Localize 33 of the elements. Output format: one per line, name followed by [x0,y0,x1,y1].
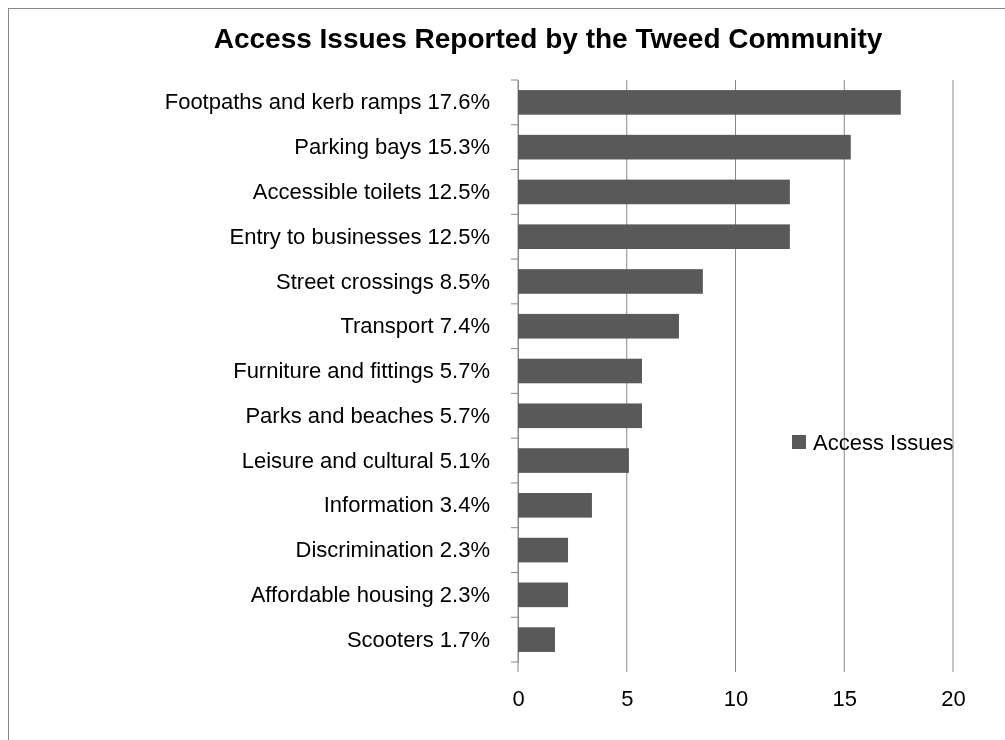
y-tick-label: Entry to businesses 12.5% [229,223,490,249]
y-tick-label: Parking bays 15.3% [294,134,490,160]
bar [518,224,790,249]
y-tick-label: Transport 7.4% [340,313,490,339]
y-tick-label: Footpaths and kerb ramps 17.6% [164,89,490,115]
y-tick-label: Parks and beaches 5.7% [245,402,490,428]
chart-title: Access Issues Reported by the Tweed Community [213,23,883,54]
bar [518,537,569,563]
bar [518,269,703,294]
bar [518,582,569,608]
bar [518,403,642,429]
bar [518,627,555,652]
bar [518,179,790,205]
x-tick-label: 0 [512,685,525,711]
x-tick-label: 20 [941,685,966,711]
y-tick-label: Accessible toilets 12.5% [252,178,490,204]
bar [518,493,592,518]
y-tick-label: Scooters 1.7% [346,626,490,652]
bar [518,134,851,160]
legend-label: Access Issues [813,430,954,455]
y-tick-label: Leisure and cultural 5.1% [241,447,490,473]
bar [518,90,901,115]
y-tick-label: Information 3.4% [323,492,490,518]
x-tick-label: 5 [621,685,634,711]
x-tick-label: 15 [832,685,857,711]
bar [518,448,629,473]
y-tick-label: Affordable housing 2.3% [250,581,490,607]
y-tick-label: Discrimination 2.3% [295,537,490,563]
bar [518,358,642,384]
bar [518,313,679,339]
x-tick-label: 10 [723,685,749,711]
y-tick-label: Furniture and fittings 5.7% [233,358,490,384]
y-tick-label: Street crossings 8.5% [276,268,490,294]
